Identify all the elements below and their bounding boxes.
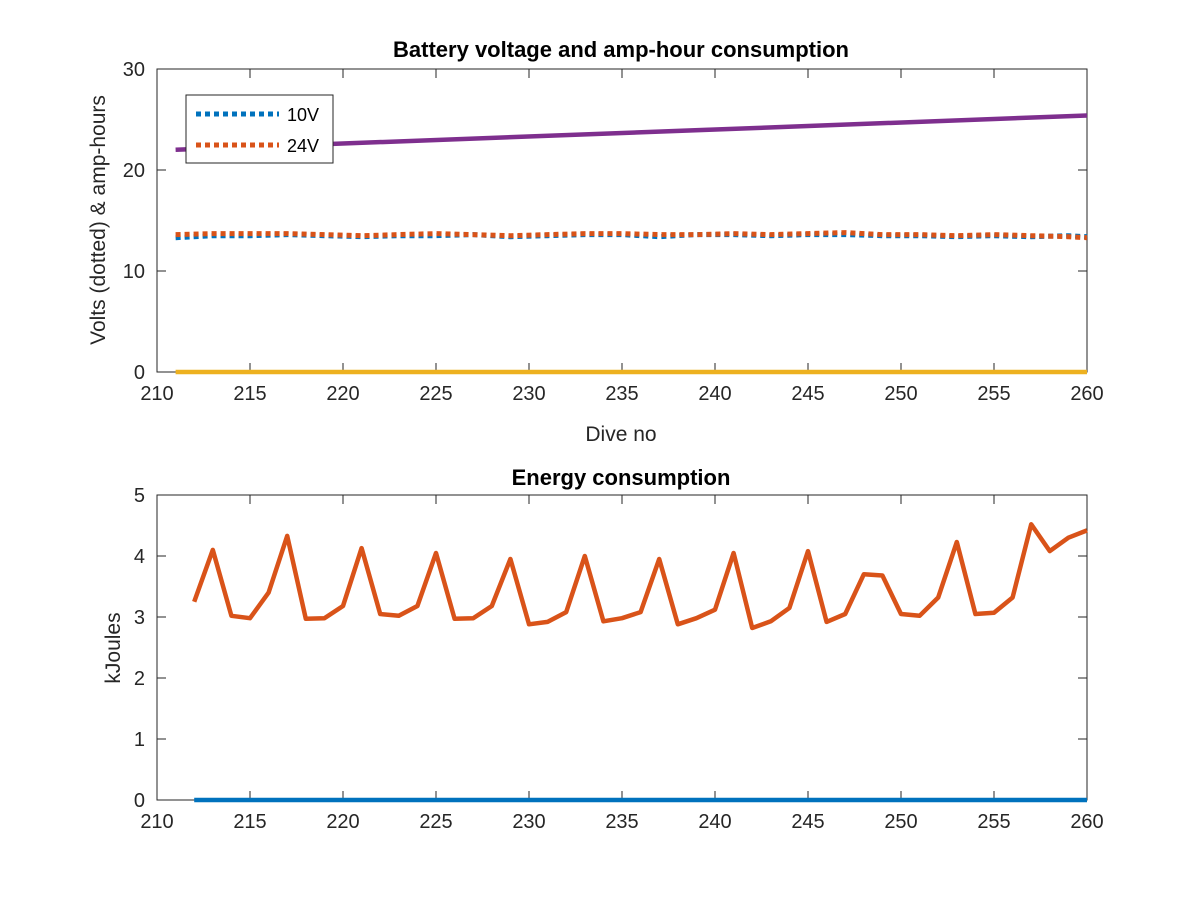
energy-ytick-label: 2 (134, 668, 145, 690)
energy-xtick-label: 230 (512, 811, 545, 833)
energy-ytick-label: 5 (134, 485, 145, 507)
battery-xtick-label: 245 (791, 383, 824, 405)
battery-series-24v-line (175, 230, 1088, 241)
energy-ytick-label: 3 (134, 607, 145, 629)
energy-xtick-label: 220 (326, 811, 359, 833)
battery-chart: Battery voltage and amp-hour consumption… (87, 37, 1104, 446)
battery-legend-label-10v: 10V (287, 105, 319, 125)
energy-chart-title: Energy consumption (512, 465, 731, 490)
battery-legend-label-24v: 24V (287, 136, 319, 156)
energy-xtick-label: 210 (140, 811, 173, 833)
energy-ytick-label: 4 (134, 546, 145, 568)
energy-ytick-label: 0 (134, 790, 145, 812)
battery-xtick-label: 225 (419, 383, 452, 405)
battery-ytick-label: 20 (123, 160, 145, 182)
energy-chart-ylabel: kJoules (102, 612, 125, 683)
energy-xtick-label: 215 (233, 811, 266, 833)
energy-xtick-label: 245 (791, 811, 824, 833)
battery-xtick-label: 235 (605, 383, 638, 405)
energy-xtick-label: 235 (605, 811, 638, 833)
energy-xtick-label: 225 (419, 811, 452, 833)
energy-ytick-label: 1 (134, 729, 145, 751)
energy-series-0-line (192, 522, 1088, 631)
battery-ytick-label: 30 (123, 59, 145, 81)
battery-xtick-label: 240 (698, 383, 731, 405)
battery-ytick-label: 0 (134, 362, 145, 384)
battery-xtick-label: 255 (977, 383, 1010, 405)
energy-xtick-label: 255 (977, 811, 1010, 833)
battery-chart-title: Battery voltage and amp-hour consumption (393, 37, 849, 62)
energy-xtick-label: 240 (698, 811, 731, 833)
battery-xtick-label: 260 (1070, 383, 1103, 405)
battery-xtick-label: 210 (140, 383, 173, 405)
energy-xtick-label: 250 (884, 811, 917, 833)
battery-ytick-label: 10 (123, 261, 145, 283)
battery-xtick-label: 220 (326, 383, 359, 405)
battery-chart-ylabel: Volts (dotted) & amp-hours (87, 95, 110, 345)
battery-legend-box (185, 94, 334, 164)
battery-xtick-label: 215 (233, 383, 266, 405)
battery-xtick-label: 250 (884, 383, 917, 405)
battery-chart-xlabel: Dive no (585, 423, 656, 446)
energy-xtick-label: 260 (1070, 811, 1103, 833)
battery-xtick-label: 230 (512, 383, 545, 405)
energy-chart: Energy consumption kJoules 210 215 220 225 2… (102, 465, 1104, 833)
